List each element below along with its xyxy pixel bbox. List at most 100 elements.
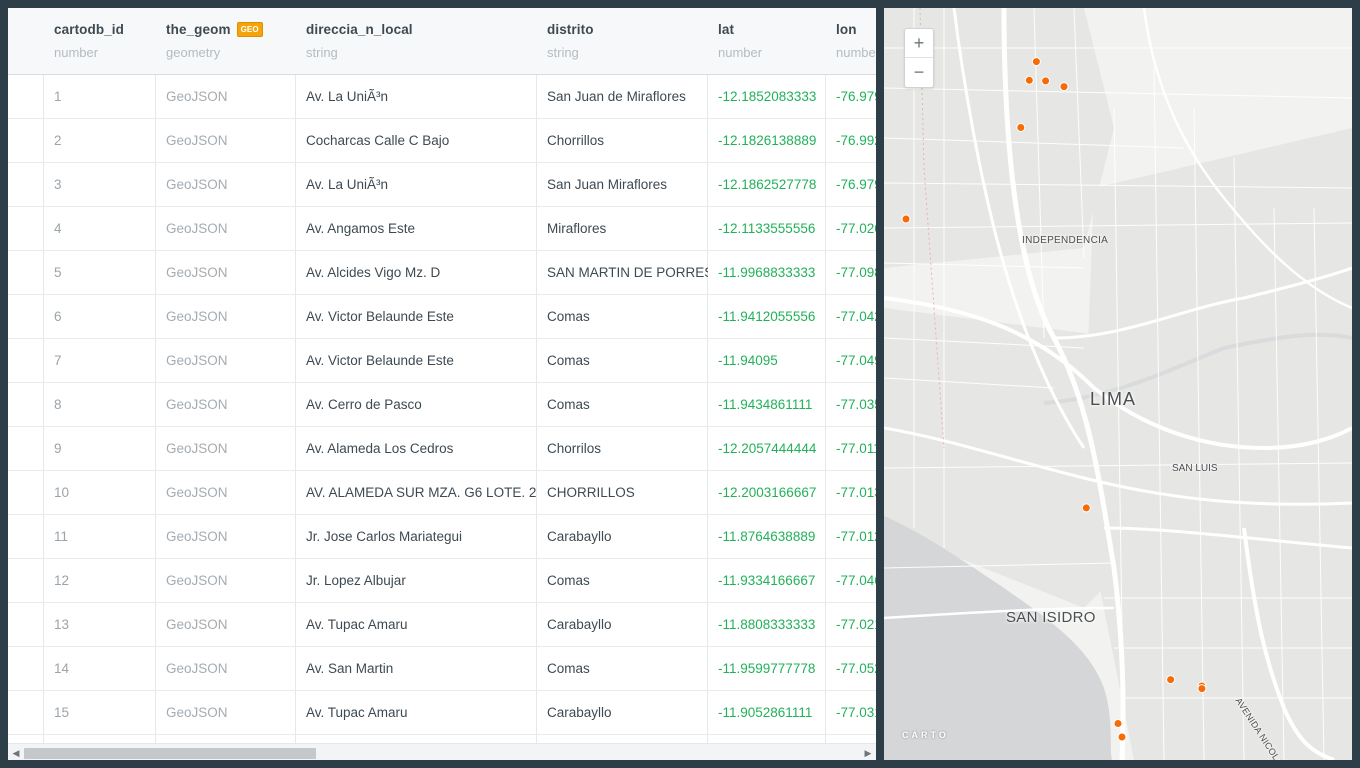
map-view[interactable]: + − INDEPENDENCIA LIMA SAN LUIS SAN ISID… (884, 8, 1352, 760)
cell-distrito[interactable]: Comas (547, 309, 590, 324)
cell-direccion[interactable]: Av. San Martin (306, 661, 394, 676)
horizontal-scrollbar[interactable]: ◀ ▶ (8, 743, 876, 760)
cell-cartodb-id[interactable]: 5 (54, 265, 62, 280)
cell-distrito[interactable]: San Juan de Miraflores (547, 89, 686, 104)
cell-the-geom[interactable]: GeoJSON (166, 133, 228, 148)
table-row[interactable]: 13 GeoJSON Av. Tupac Amaru Carabayllo -1… (8, 603, 876, 647)
cell-cartodb-id[interactable]: 10 (54, 485, 70, 500)
table-row[interactable]: 11 GeoJSON Jr. Jose Carlos Mariategui Ca… (8, 515, 876, 559)
cell-lon[interactable]: -77.0425 (836, 309, 876, 324)
cell-direccion[interactable]: Av. Tupac Amaru (306, 617, 408, 632)
cell-lon[interactable]: -76.9795 (836, 89, 876, 104)
cell-the-geom[interactable]: GeoJSON (166, 529, 228, 544)
cell-lon[interactable]: -77.0491 (836, 353, 876, 368)
cell-distrito[interactable]: Comas (547, 573, 590, 588)
table-row[interactable]: 4 GeoJSON Av. Angamos Este Miraflores -1… (8, 207, 876, 251)
column-header-lon[interactable]: lon number (826, 8, 876, 74)
cell-lon[interactable]: -77.0133 (836, 485, 876, 500)
cell-lon[interactable]: -76.9921 (836, 133, 876, 148)
cell-distrito[interactable]: Comas (547, 353, 590, 368)
cell-lat[interactable]: -11.9052861111 (718, 705, 813, 720)
cell-direccion[interactable]: Av. Angamos Este (306, 221, 416, 236)
cell-cartodb-id[interactable]: 1 (54, 89, 62, 104)
map-marker[interactable] (1016, 123, 1026, 132)
cell-direccion[interactable]: Av. Alcides Vigo Mz. D (306, 265, 441, 280)
zoom-out-button[interactable]: − (913, 62, 925, 82)
cell-direccion[interactable]: Av. La UniÃ³n (306, 177, 389, 192)
cell-lat[interactable]: -12.2057444444 (718, 441, 817, 456)
column-header-the-geom[interactable]: the_geom GEO geometry (156, 8, 296, 74)
cell-distrito[interactable]: Comas (547, 397, 590, 412)
map-marker[interactable] (1117, 732, 1127, 742)
cell-cartodb-id[interactable]: 6 (54, 309, 62, 324)
cell-cartodb-id[interactable]: 11 (54, 529, 69, 544)
cell-distrito[interactable]: Carabayllo (547, 705, 612, 720)
cell-cartodb-id[interactable]: 9 (54, 441, 62, 456)
cell-the-geom[interactable]: GeoJSON (166, 485, 228, 500)
table-row[interactable]: 14 GeoJSON Av. San Martin Comas -11.9599… (8, 647, 876, 691)
map-marker[interactable] (1041, 76, 1051, 86)
zoom-in-button[interactable]: + (905, 29, 933, 58)
cell-cartodb-id[interactable]: 15 (54, 705, 70, 720)
cell-direccion[interactable]: Av. Alameda Los Cedros (306, 441, 454, 456)
cell-cartodb-id[interactable]: 12 (54, 573, 70, 588)
table-row[interactable]: 15 GeoJSON Av. Tupac Amaru Carabayllo -1… (8, 691, 876, 735)
cell-lon[interactable]: -77.0351 (836, 397, 876, 412)
cell-lat[interactable]: -12.1826138889 (718, 133, 817, 148)
cell-lat[interactable]: -11.9968833333 (718, 265, 816, 280)
table-row[interactable]: 1 GeoJSON Av. La UniÃ³n San Juan de Mira… (8, 75, 876, 119)
cell-cartodb-id[interactable]: 3 (54, 177, 62, 192)
cell-the-geom[interactable]: GeoJSON (166, 309, 228, 324)
cell-the-geom[interactable]: GeoJSON (166, 617, 228, 632)
table-row[interactable]: 6 GeoJSON Av. Victor Belaunde Este Comas… (8, 295, 876, 339)
cell-lat[interactable]: -11.9334166667 (718, 573, 816, 588)
column-header-cartodb-id[interactable]: cartodb_id number (44, 8, 156, 74)
cell-lat[interactable]: -11.8808333333 (718, 617, 816, 632)
basemap[interactable] (884, 8, 1352, 760)
carto-logo[interactable]: CARTO (902, 730, 949, 740)
cell-the-geom[interactable]: GeoJSON (166, 177, 228, 192)
cell-direccion[interactable]: AV. ALAMEDA SUR MZA. G6 LOTE. 26 (306, 485, 537, 500)
cell-lat[interactable]: -11.8764638889 (718, 529, 816, 544)
cell-cartodb-id[interactable]: 8 (54, 397, 62, 412)
map-marker[interactable] (1024, 75, 1034, 85)
cell-lon[interactable]: -77.0525 (836, 661, 876, 676)
table-row[interactable]: 10 GeoJSON AV. ALAMEDA SUR MZA. G6 LOTE.… (8, 471, 876, 515)
map-marker[interactable] (1031, 57, 1041, 67)
cell-distrito[interactable]: Chorrilos (547, 441, 602, 456)
cell-lon[interactable]: -77.0211 (836, 617, 876, 632)
cell-lon[interactable]: -76.9795 (836, 177, 876, 192)
cell-the-geom[interactable]: GeoJSON (166, 441, 228, 456)
cell-lat[interactable]: -12.1862527778 (718, 177, 817, 192)
cell-cartodb-id[interactable]: 2 (54, 133, 62, 148)
cell-distrito[interactable]: Carabayllo (547, 617, 612, 632)
map-marker[interactable] (1166, 675, 1176, 685)
cell-distrito[interactable]: Chorrillos (547, 133, 605, 148)
table-row[interactable]: 8 GeoJSON Av. Cerro de Pasco Comas -11.9… (8, 383, 876, 427)
cell-direccion[interactable]: Cocharcas Calle C Bajo (306, 133, 450, 148)
cell-direccion[interactable]: Jr. Jose Carlos Mariategui (306, 529, 463, 544)
table-row[interactable]: 2 GeoJSON Cocharcas Calle C Bajo Chorril… (8, 119, 876, 163)
cell-the-geom[interactable]: GeoJSON (166, 221, 228, 236)
cell-lat[interactable]: -12.2003166667 (718, 485, 817, 500)
table-row[interactable]: 9 GeoJSON Av. Alameda Los Cedros Chorril… (8, 427, 876, 471)
cell-distrito[interactable]: SAN MARTIN DE PORRES (547, 265, 708, 280)
cell-the-geom[interactable]: GeoJSON (166, 265, 228, 280)
cell-the-geom[interactable]: GeoJSON (166, 661, 228, 676)
cell-the-geom[interactable]: GeoJSON (166, 353, 228, 368)
cell-direccion[interactable]: Av. Tupac Amaru (306, 705, 408, 720)
cell-lat[interactable]: -12.1133555556 (718, 221, 816, 236)
cell-lon[interactable]: -77.0125 (836, 529, 876, 544)
cell-cartodb-id[interactable]: 7 (54, 353, 62, 368)
cell-the-geom[interactable]: GeoJSON (166, 89, 228, 104)
cell-direccion[interactable]: Av. Cerro de Pasco (306, 397, 422, 412)
cell-direccion[interactable]: Av. La UniÃ³n (306, 89, 389, 104)
table-row[interactable]: 7 GeoJSON Av. Victor Belaunde Este Comas… (8, 339, 876, 383)
cell-direccion[interactable]: Jr. Lopez Albujar (306, 573, 406, 588)
cell-lat[interactable]: -11.9599777778 (718, 661, 816, 676)
cell-cartodb-id[interactable]: 4 (54, 221, 62, 236)
cell-distrito[interactable]: Carabayllo (547, 529, 612, 544)
cell-distrito[interactable]: CHORRILLOS (547, 485, 635, 500)
cell-lon[interactable]: -77.0462 (836, 573, 876, 588)
cell-lat[interactable]: -11.9412055556 (718, 309, 816, 324)
